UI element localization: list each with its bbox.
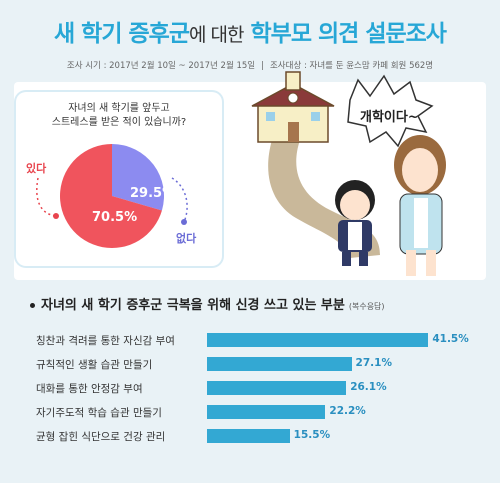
speech-text: 개학이다~ — [360, 109, 419, 125]
bullet-dot — [30, 303, 35, 308]
bar-row-label: 자기주도적 학습 습관 만들기 — [36, 407, 162, 419]
title-highlight: 새 학기 증후군 — [54, 21, 190, 47]
pie-no-label: 없다 — [176, 232, 197, 245]
yes-leader-dot — [53, 213, 59, 219]
survey-meta: 조사 시기 : 2017년 2월 10일 ~ 2017년 2월 15일 | 조사대상… — [0, 59, 500, 71]
bar — [207, 333, 429, 347]
yes-leader-line — [36, 177, 57, 217]
bar-row-label: 규칙적인 생활 습관 만들기 — [36, 359, 153, 371]
bar-row-label: 대화를 통한 안정감 부여 — [36, 383, 143, 395]
child-figure — [335, 180, 375, 266]
bar — [207, 429, 290, 443]
pie-question-line2: 스트레스를 받은 적이 있습니까? — [51, 117, 187, 128]
bar-value-label: 26.1% — [350, 381, 387, 393]
school-building — [251, 71, 335, 143]
pie-question: 자녀의 새 학기를 앞두고 스트레스를 받은 적이 있습니까? — [34, 102, 204, 130]
bar-value-label: 27.1% — [355, 357, 392, 369]
bar — [207, 405, 326, 419]
illustration: 개학이다~ — [251, 71, 446, 276]
bar-section-heading: 자녀의 새 학기 증후군 극복을 위해 신경 쓰고 있는 부분 — [41, 298, 345, 313]
meta-divider: | — [261, 61, 264, 71]
title-main: 학부모 의견 설문조사 — [250, 21, 447, 47]
page-title: 새 학기 증후군에 대한 학부모 의견 설문조사 — [0, 14, 500, 48]
bar-row-label: 칭찬과 격려를 통한 자신감 부여 — [36, 335, 175, 347]
no-leader-line — [171, 177, 188, 223]
pie-no-value: 29.5% — [130, 186, 176, 201]
bar — [207, 381, 347, 395]
bar-value-label: 15.5% — [293, 429, 331, 441]
bar — [207, 357, 352, 371]
bar-section-note: (복수응답) — [348, 302, 385, 311]
pie-slice-no — [112, 144, 164, 211]
speech-bubble — [347, 74, 434, 148]
pie-slice-yes — [60, 144, 162, 249]
pie-yes-label: 있다 — [26, 162, 47, 175]
pie-question-line1: 자녀의 새 학기를 앞두고 — [68, 103, 170, 114]
title-connector: 에 대한 — [189, 24, 244, 46]
pie-yes-value: 70.5% — [92, 210, 138, 225]
bar-value-label: 22.2% — [329, 405, 366, 417]
survey-period: 조사 시기 : 2017년 2월 10일 ~ 2017년 2월 15일 — [66, 61, 256, 71]
bar-section-title: 자녀의 새 학기 증후군 극복을 위해 신경 쓰고 있는 부분 (복수응답) — [30, 294, 385, 313]
mother-figure — [394, 135, 446, 276]
survey-target: 조사대상 : 자녀를 둔 윤스맘 카페 회원 562명 — [269, 61, 434, 71]
bar-row-label: 균형 잡힌 식단으로 건강 관리 — [36, 431, 166, 443]
bar-value-label: 41.5% — [432, 333, 469, 345]
no-leader-dot — [181, 219, 187, 225]
